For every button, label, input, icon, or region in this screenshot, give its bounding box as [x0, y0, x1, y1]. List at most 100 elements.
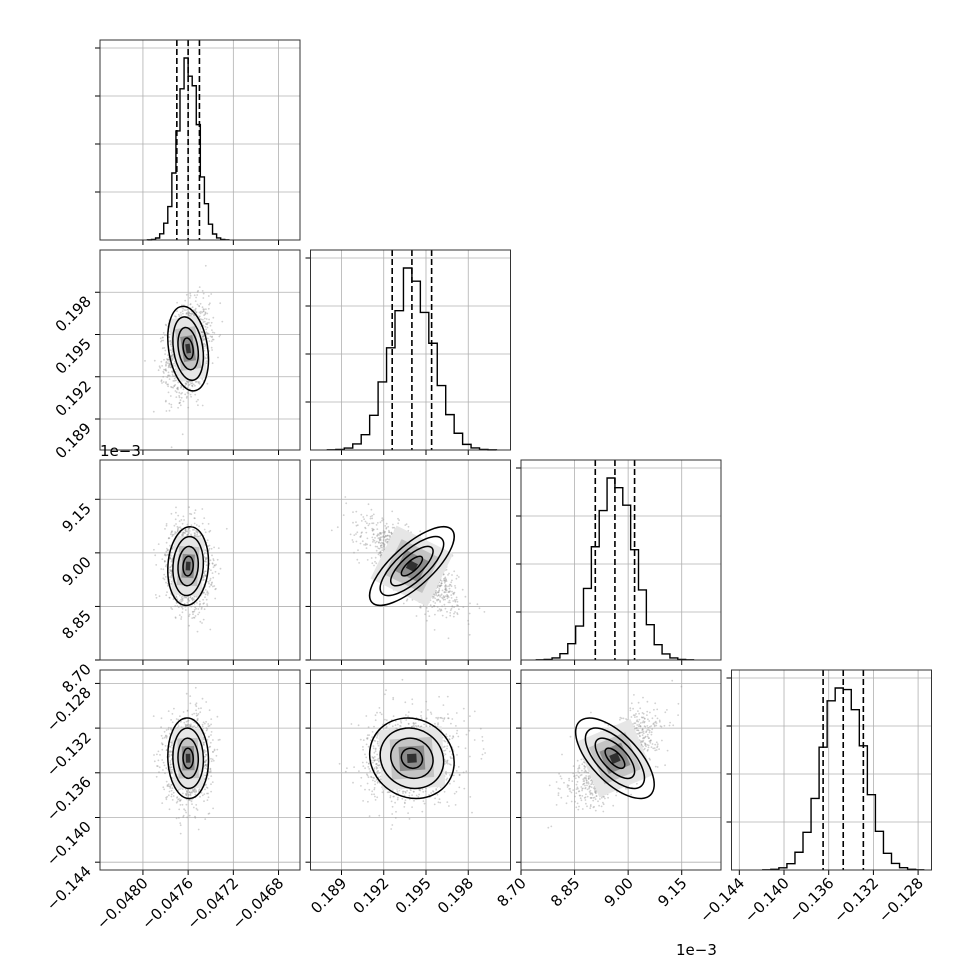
scatter-point: [211, 582, 213, 584]
scatter-point: [438, 588, 440, 590]
scatter-point: [453, 570, 455, 572]
scatter-point: [373, 522, 375, 524]
scatter-point: [175, 596, 177, 598]
scatter-point: [363, 544, 365, 546]
scatter-point: [195, 300, 197, 302]
scatter-point: [210, 742, 212, 744]
scatter-point: [376, 524, 378, 526]
scatter-point: [205, 594, 207, 596]
scatter-point: [172, 713, 174, 715]
scatter-point: [211, 329, 213, 331]
scatter-point: [197, 304, 199, 306]
scatter-point: [175, 518, 177, 520]
scatter-point: [353, 534, 355, 536]
scatter-point: [213, 585, 215, 587]
scatter-point: [184, 394, 186, 396]
scatter-point: [451, 585, 453, 587]
scatter-point: [381, 547, 383, 549]
scatter-point: [455, 587, 457, 589]
scatter-point: [343, 514, 345, 516]
scatter-point: [210, 325, 212, 327]
scatter-point: [445, 608, 447, 610]
scatter-point: [437, 591, 439, 593]
scatter-point: [379, 533, 381, 535]
scatter-point: [372, 530, 374, 532]
scatter-point: [181, 597, 183, 599]
scatter-point: [202, 405, 204, 407]
scatter-point: [199, 535, 201, 537]
scatter-point: [444, 577, 446, 579]
scatter-point: [468, 623, 470, 625]
scatter-point: [357, 549, 359, 551]
scatter-point: [203, 343, 205, 345]
scatter-point: [386, 527, 388, 529]
scatter-point: [165, 582, 167, 584]
scatter-point: [190, 534, 192, 536]
scatter-point: [433, 601, 435, 603]
scatter-point: [165, 401, 167, 403]
scatter-point: [180, 312, 182, 314]
scatter-point: [182, 310, 184, 312]
scatter-point: [360, 543, 362, 545]
scatter-point: [188, 532, 190, 534]
scatter-point: [171, 796, 173, 798]
scatter-point: [169, 597, 171, 599]
scatter-point: [166, 523, 168, 525]
scatter-point: [177, 388, 179, 390]
scatter-point: [193, 617, 195, 619]
scatter-point: [199, 603, 201, 605]
scatter-point: [203, 310, 205, 312]
scatter-point: [165, 594, 167, 596]
scatter-point: [166, 591, 168, 593]
scatter-point: [190, 703, 192, 705]
scatter-point: [168, 403, 170, 405]
scatter-point: [430, 604, 432, 606]
scatter-point: [158, 369, 160, 371]
scatter-point: [208, 308, 210, 310]
scatter-point: [388, 531, 390, 533]
scatter-point: [159, 766, 161, 768]
scatter-point: [456, 597, 458, 599]
scatter-point: [208, 322, 210, 324]
scatter-point: [173, 365, 175, 367]
scatter-point: [377, 522, 379, 524]
scatter-point: [369, 523, 371, 525]
scatter-point: [191, 524, 193, 526]
scatter-point: [169, 762, 171, 764]
scatter-point: [189, 293, 191, 295]
scatter-point: [170, 349, 172, 351]
scatter-point: [153, 411, 155, 413]
scatter-point: [178, 817, 180, 819]
scatter-point: [170, 343, 172, 345]
scatter-point: [169, 545, 171, 547]
scatter-point: [204, 571, 206, 573]
scatter-point: [385, 535, 387, 537]
scatter-point: [186, 396, 188, 398]
scatter-point: [469, 603, 471, 605]
scatter-point: [165, 555, 167, 557]
scatter-point: [381, 544, 383, 546]
scatter-point: [209, 580, 211, 582]
scatter-point: [404, 524, 406, 526]
scatter-point: [439, 601, 441, 603]
scatter-point: [357, 524, 359, 526]
scatter-point: [366, 547, 368, 549]
scatter-point: [212, 317, 214, 319]
scatter-point: [169, 768, 171, 770]
scatter-point: [219, 334, 221, 336]
scatter-point: [174, 605, 176, 607]
scatter-point: [368, 503, 370, 505]
scatter-point: [170, 719, 172, 721]
scatter-point: [441, 585, 443, 587]
scatter-point: [420, 605, 422, 607]
scatter-point: [160, 361, 162, 363]
scatter-point: [218, 573, 220, 575]
scatter-point: [434, 629, 436, 631]
y-tick-label: 0.189: [52, 419, 95, 462]
scatter-point: [185, 597, 187, 599]
scatter-point: [453, 592, 455, 594]
scatter-point: [206, 323, 208, 325]
scatter-point: [206, 603, 208, 605]
scatter-point: [162, 340, 164, 342]
scatter-point: [187, 599, 189, 601]
